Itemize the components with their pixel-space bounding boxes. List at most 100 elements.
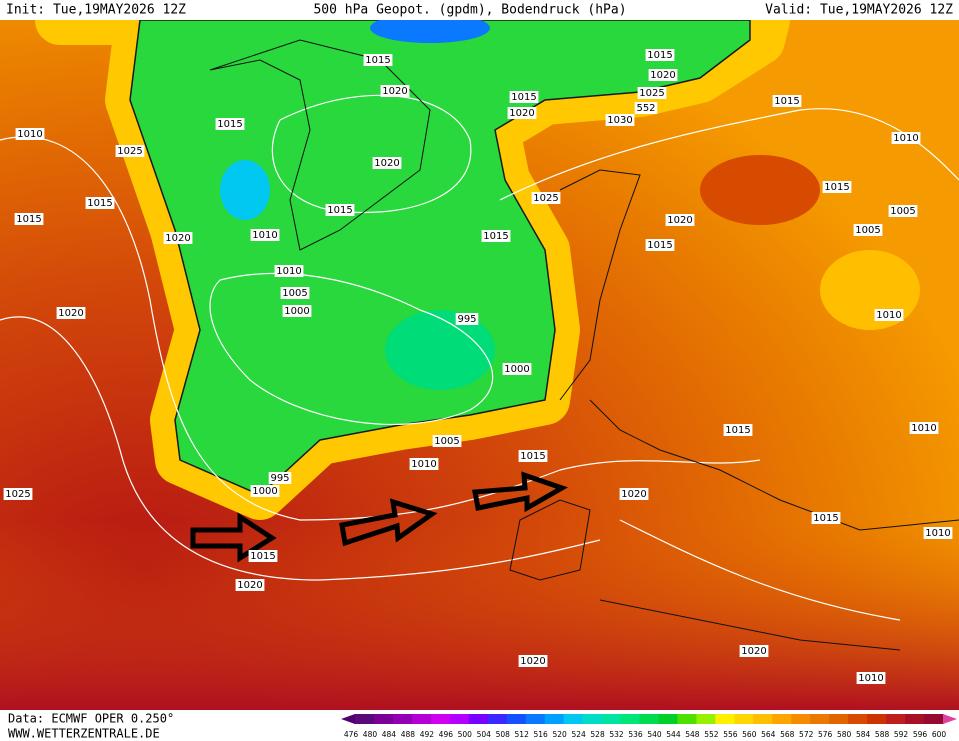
warm-patch — [820, 250, 920, 330]
isobar-label-box — [853, 224, 883, 236]
isobar-label: 1020 — [621, 489, 646, 500]
isobar-label-box — [723, 424, 753, 436]
isobar-label: 1015 — [217, 119, 242, 130]
isobar-label-box — [619, 488, 649, 500]
isobar-label: 1015 — [250, 551, 275, 562]
isobar-label: 1025 — [533, 193, 558, 204]
isobar-label: 1000 — [284, 306, 309, 317]
scale-swatch — [791, 714, 811, 724]
isobar-label: 1015 — [647, 50, 672, 61]
isobar-label-box — [502, 363, 532, 375]
isobar-label: 1020 — [667, 215, 692, 226]
isobar-label: 1010 — [925, 528, 950, 539]
scale-over — [943, 714, 957, 724]
isobar-label-box — [648, 69, 678, 81]
isobar-label: 1015 — [327, 205, 352, 216]
scale-label: 536 — [628, 730, 643, 739]
isobar-label: 1010 — [893, 133, 918, 144]
scale-label: 572 — [799, 730, 814, 739]
isobar-label-box — [235, 579, 265, 591]
scale-label: 508 — [496, 730, 511, 739]
isobar-label: 1020 — [165, 233, 190, 244]
isobar-label: 1020 — [741, 646, 766, 657]
isobar-label-box — [645, 239, 675, 251]
isobar-label: 552 — [636, 103, 655, 114]
isobar-label-box — [409, 458, 439, 470]
scale-swatch — [753, 714, 773, 724]
scale-swatch — [563, 714, 584, 724]
isobar-label-box — [507, 107, 537, 119]
isobar-label-box — [280, 287, 310, 299]
scale-label: 528 — [590, 730, 605, 739]
low-core — [385, 310, 495, 390]
scale-label: 592 — [894, 730, 909, 739]
isobar-label-box — [282, 305, 312, 317]
isobar-label: 1015 — [483, 231, 508, 242]
isobar-label-box — [772, 95, 802, 107]
isobar-label: 1015 — [813, 513, 838, 524]
scale-swatch — [677, 714, 697, 724]
isobar-label-box — [874, 309, 904, 321]
isobar-label-box — [3, 488, 33, 500]
scale-label: 588 — [875, 730, 890, 739]
scale-swatch — [620, 714, 641, 724]
scale-label: 476 — [344, 730, 359, 739]
scale-label: 488 — [401, 730, 416, 739]
scale-label: 524 — [571, 730, 586, 739]
scale-swatch — [715, 714, 735, 724]
scale-swatch — [848, 714, 868, 724]
isobar-label-box — [250, 229, 280, 241]
isobar-label-box — [909, 422, 939, 434]
scale-swatch — [658, 714, 678, 724]
isobar-label: 1020 — [509, 108, 534, 119]
scale-swatch — [506, 714, 527, 724]
scale-label: 484 — [382, 730, 397, 739]
isobar-label: 1020 — [382, 86, 407, 97]
isobar-label-box — [888, 205, 918, 217]
color-scale: 476 480 484 488 492 496 500 504 508 512 516 520 524 5… — [341, 714, 957, 739]
scale-label: 564 — [761, 730, 776, 739]
isobar-label: 1010 — [252, 230, 277, 241]
south-field — [0, 520, 959, 710]
scale-label: 540 — [647, 730, 662, 739]
map-area — [0, 0, 959, 710]
scale-label: 480 — [363, 730, 378, 739]
isobar-label: 1015 — [774, 96, 799, 107]
isobar-label: 1005 — [434, 436, 459, 447]
isobar-label: 1020 — [58, 308, 83, 319]
isobar-label: 1020 — [520, 656, 545, 667]
isobar-label-box — [455, 313, 479, 325]
scale-under — [341, 714, 355, 724]
data-source: Data: ECMWF OPER 0.250° — [8, 712, 174, 726]
isobar-label: 1015 — [365, 55, 390, 66]
scale-label: 552 — [704, 730, 719, 739]
scale-label: 520 — [552, 730, 567, 739]
scale-swatch — [734, 714, 754, 724]
isobar-label: 1005 — [890, 206, 915, 217]
isobar-label: 1015 — [511, 92, 536, 103]
scale-swatch — [411, 714, 432, 724]
cold-core-north — [370, 13, 490, 43]
warm-core — [700, 155, 820, 225]
isobar-label-box — [518, 655, 548, 667]
isobar-label-box — [665, 214, 695, 226]
isobar-label-box — [739, 645, 769, 657]
scale-label: 576 — [818, 730, 833, 739]
scale-swatch — [829, 714, 849, 724]
header-bar — [0, 0, 959, 20]
scale-swatch — [373, 714, 394, 724]
isobar-label-box — [811, 512, 841, 524]
isobar-label: 1010 — [17, 129, 42, 140]
isobar-label: 1005 — [282, 288, 307, 299]
scale-swatch — [886, 714, 906, 724]
isobar-label: 1020 — [374, 158, 399, 169]
scale-swatch — [525, 714, 546, 724]
isobar-label-box — [605, 114, 635, 126]
scale-label: 500 — [458, 730, 473, 739]
isobar-label: 1010 — [911, 423, 936, 434]
scale-label: 580 — [837, 730, 852, 739]
isobar-label: 1000 — [252, 486, 277, 497]
isobar-label-box — [363, 54, 393, 66]
scale-swatch — [639, 714, 659, 724]
scale-label: 492 — [420, 730, 435, 739]
